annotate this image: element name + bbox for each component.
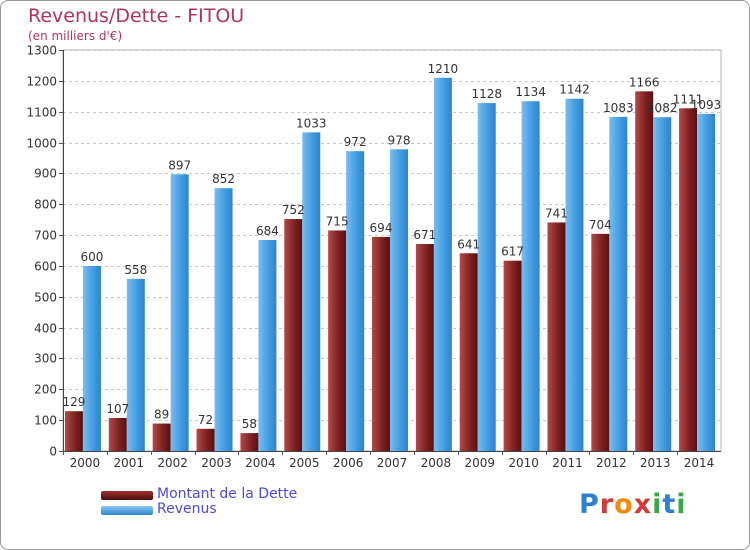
- x-tick-label: 2002: [157, 456, 188, 470]
- data-label-dette: 641: [457, 237, 480, 251]
- data-label-revenus: 897: [168, 158, 191, 172]
- x-tick-label: 2011: [552, 456, 583, 470]
- bar-revenus: [609, 116, 628, 451]
- data-label-revenus: 978: [388, 133, 411, 147]
- y-tick-label: 1000: [26, 137, 57, 151]
- data-label-revenus: 558: [124, 263, 147, 277]
- bar-dette: [152, 423, 171, 451]
- bar-dette: [503, 260, 522, 451]
- bar-dette: [240, 433, 259, 451]
- x-tick-label: 2008: [421, 456, 452, 470]
- data-label-revenus: 1093: [691, 98, 722, 112]
- bar-dette: [108, 417, 127, 451]
- data-label-dette: 1111: [673, 92, 704, 106]
- y-tick-label: 500: [34, 291, 57, 305]
- x-tick-label: 2010: [508, 456, 539, 470]
- bar-dette: [284, 219, 303, 451]
- bar-dette: [679, 108, 698, 452]
- data-label-dette: 741: [545, 206, 568, 220]
- bar-revenus: [653, 117, 672, 451]
- bar-dette: [415, 244, 434, 451]
- y-tick-label: 0: [49, 445, 57, 459]
- y-tick-label: 300: [34, 352, 57, 366]
- bar-revenus: [390, 149, 408, 451]
- data-label-revenus: 1142: [559, 83, 590, 97]
- bar-revenus: [82, 265, 101, 451]
- data-label-revenus: 1082: [647, 101, 678, 115]
- bar-revenus: [433, 77, 452, 451]
- bar-dette: [459, 253, 478, 451]
- data-label-revenus: 1128: [471, 87, 502, 101]
- x-tick-label: 2005: [289, 456, 320, 470]
- data-label-dette: 617: [501, 245, 524, 259]
- bar-dette: [635, 91, 654, 451]
- bar-revenus: [258, 240, 277, 451]
- x-tick-label: 2012: [596, 456, 627, 470]
- data-label-dette: 1166: [629, 75, 660, 89]
- data-label-dette: 58: [242, 417, 257, 431]
- x-tick-label: 2007: [377, 456, 408, 470]
- legend-swatch-dette: [101, 491, 153, 500]
- data-label-dette: 694: [370, 221, 393, 235]
- bar-dette: [328, 230, 347, 451]
- y-tick-label: 1100: [26, 106, 57, 120]
- data-label-revenus: 1210: [428, 62, 459, 76]
- y-tick-label: 800: [34, 198, 57, 212]
- y-tick-label: 700: [34, 229, 57, 243]
- x-tick-label: 2009: [464, 456, 495, 470]
- data-label-revenus: 852: [212, 172, 235, 186]
- data-label-revenus: 600: [80, 250, 103, 264]
- data-label-dette: 671: [413, 228, 436, 242]
- y-tick-label: 1200: [26, 75, 57, 89]
- data-label-revenus: 1134: [515, 85, 546, 99]
- y-tick-label: 1300: [26, 44, 57, 58]
- bar-revenus: [126, 278, 145, 451]
- bar-revenus: [170, 174, 189, 451]
- bar-dette: [64, 411, 83, 451]
- y-tick-label: 400: [34, 322, 57, 336]
- data-label-dette: 89: [154, 408, 169, 422]
- data-label-dette: 129: [62, 395, 85, 409]
- data-label-dette: 715: [326, 214, 349, 228]
- bar-dette: [591, 233, 610, 451]
- data-label-dette: 752: [282, 203, 305, 217]
- y-tick-label: 900: [34, 167, 57, 181]
- chart-subtitle: (en milliers d'€): [28, 29, 123, 43]
- x-tick-label: 2006: [333, 456, 364, 470]
- y-tick-label: 100: [34, 414, 57, 428]
- proxiti-logo: Proxiti: [579, 489, 687, 520]
- data-label-revenus: 1083: [603, 101, 634, 115]
- bar-revenus: [697, 113, 716, 452]
- bar-revenus: [565, 98, 584, 451]
- y-tick-label: 200: [34, 383, 57, 397]
- legend-label-dette: Montant de la Dette: [157, 486, 298, 502]
- x-tick-label: 2003: [201, 456, 232, 470]
- x-tick-label: 2013: [640, 456, 671, 470]
- bar-revenus: [477, 103, 496, 451]
- bar-revenus: [521, 101, 540, 451]
- data-label-revenus: 684: [256, 224, 279, 238]
- bar-revenus: [214, 188, 233, 451]
- bar-dette: [196, 428, 215, 451]
- bar-revenus: [346, 151, 365, 451]
- x-tick-label: 2000: [70, 456, 101, 470]
- x-tick-label: 2014: [684, 456, 715, 470]
- bar-dette: [372, 236, 390, 451]
- legend-swatch-revenus: [101, 506, 153, 515]
- data-label-dette: 107: [106, 402, 129, 416]
- x-tick-label: 2001: [114, 456, 145, 470]
- data-label-dette: 704: [589, 218, 612, 232]
- chart-title: Revenus/Dette - FITOU: [28, 5, 245, 27]
- legend-label-revenus: Revenus: [157, 501, 217, 517]
- data-label-revenus: 972: [344, 135, 367, 149]
- y-tick-label: 600: [34, 260, 57, 274]
- x-tick-label: 2004: [245, 456, 276, 470]
- data-label-revenus: 1033: [296, 116, 327, 130]
- bar-revenus: [302, 132, 321, 451]
- bar-dette: [547, 222, 566, 451]
- data-label-dette: 72: [198, 413, 213, 427]
